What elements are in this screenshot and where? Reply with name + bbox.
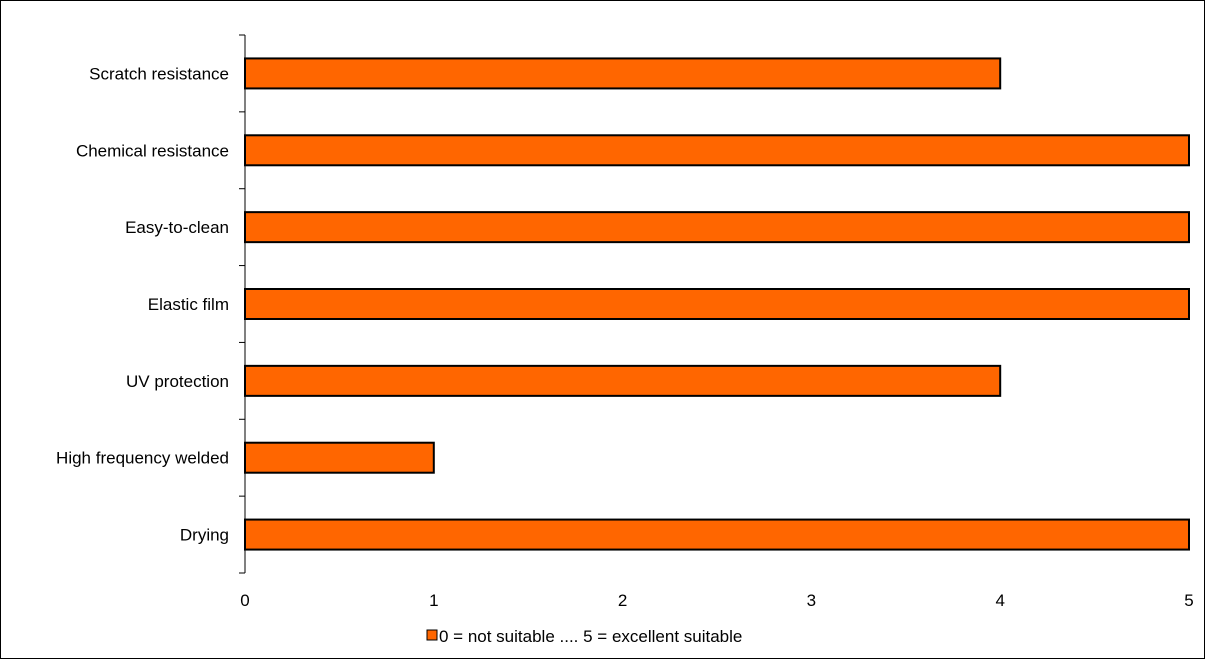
legend-label: 0 = not suitable .... 5 = excellent suit…	[439, 627, 742, 646]
axes-layer	[239, 34, 246, 574]
labels-layer: Scratch resistance Chemical resistance Eas…	[56, 64, 1194, 610]
x-tick-label: 2	[618, 591, 627, 610]
bar	[244, 134, 1190, 167]
x-tick-label: 5	[1184, 591, 1193, 610]
category-label: Drying	[180, 526, 229, 545]
legend-swatch	[426, 629, 438, 641]
category-label: UV protection	[126, 372, 229, 391]
category-label: Chemical resistance	[76, 141, 229, 160]
bar	[244, 288, 1190, 320]
x-tick-label: 1	[429, 591, 438, 610]
x-tick-label: 0	[240, 591, 249, 610]
bars-layer	[244, 57, 1190, 551]
category-label: Scratch resistance	[89, 64, 229, 83]
x-tick-label: 3	[807, 591, 816, 610]
bar	[244, 211, 1190, 244]
category-label: Elastic film	[148, 295, 229, 314]
bar	[244, 518, 1190, 551]
bar	[244, 364, 1002, 397]
bar	[244, 57, 1002, 90]
category-label: Easy-to-clean	[125, 218, 229, 237]
bar	[244, 441, 435, 474]
x-tick-label: 4	[995, 591, 1004, 610]
legend: 0 = not suitable .... 5 = excellent suit…	[426, 627, 742, 646]
category-label: High frequency welded	[56, 449, 229, 468]
